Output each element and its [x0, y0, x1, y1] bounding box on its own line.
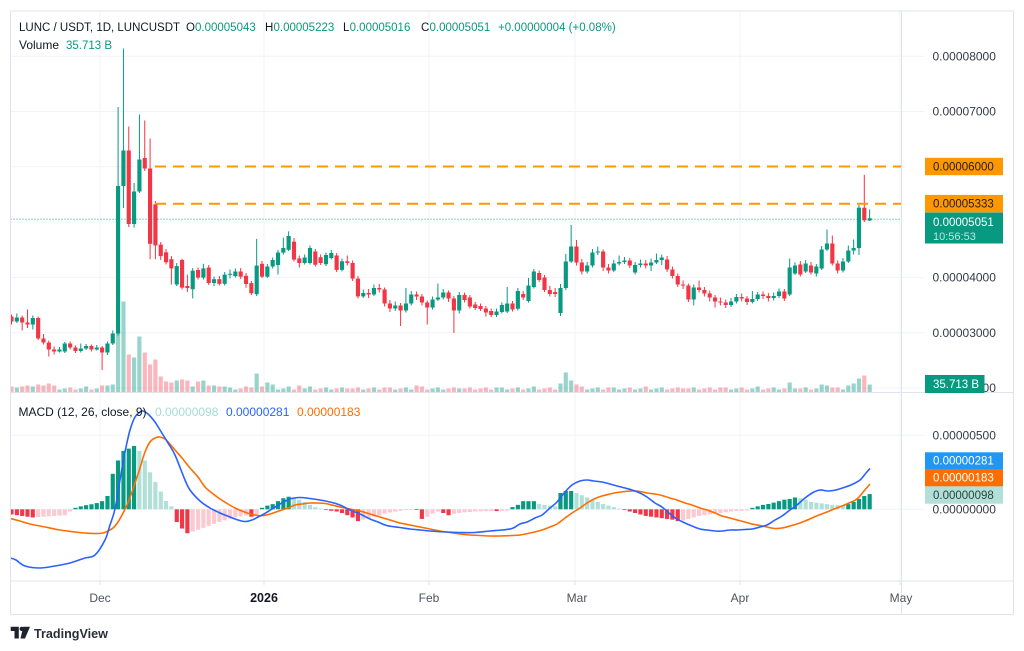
svg-text:0.00008000: 0.00008000	[933, 49, 997, 63]
svg-text:O: O	[186, 22, 195, 34]
svg-text:10:56:53: 10:56:53	[933, 231, 976, 243]
svg-text:0.00000098: 0.00000098	[155, 405, 219, 419]
svg-text:0.00000183: 0.00000183	[297, 405, 361, 419]
svg-text:35.713 B: 35.713 B	[933, 379, 979, 391]
svg-text:0.00004000: 0.00004000	[933, 271, 997, 285]
svg-text:0.00005016: 0.00005016	[350, 22, 411, 34]
svg-text:L: L	[343, 22, 350, 34]
svg-text:Feb: Feb	[419, 591, 440, 605]
svg-text:H: H	[265, 22, 273, 34]
svg-text:May: May	[890, 591, 913, 605]
svg-text:0.00003000: 0.00003000	[933, 326, 997, 340]
svg-text:Mar: Mar	[567, 591, 588, 605]
svg-text:0.00000183: 0.00000183	[933, 473, 994, 485]
svg-text:0.00000281: 0.00000281	[226, 405, 290, 419]
svg-text:35.713 B: 35.713 B	[66, 40, 112, 52]
svg-text:0.00000000: 0.00000000	[933, 503, 997, 517]
svg-text:Apr: Apr	[731, 591, 750, 605]
svg-text:MACD (12, 26, close, 9): MACD (12, 26, close, 9)	[19, 405, 147, 419]
svg-text:Dec: Dec	[89, 591, 110, 605]
svg-text:0.00007000: 0.00007000	[933, 105, 997, 119]
svg-text:2026: 2026	[250, 591, 278, 605]
svg-text:TradingView: TradingView	[34, 627, 108, 641]
svg-text:0.00005333: 0.00005333	[933, 199, 994, 211]
svg-text:0.00000281: 0.00000281	[933, 456, 994, 468]
svg-text:0.00000500: 0.00000500	[933, 429, 997, 443]
svg-text:C: C	[421, 22, 429, 34]
svg-text:0.00005043: 0.00005043	[195, 22, 256, 34]
svg-text:Volume: Volume	[19, 38, 59, 52]
svg-text:0.00000098: 0.00000098	[933, 490, 994, 502]
svg-text:+0.00000004 (+0.08%): +0.00000004 (+0.08%)	[498, 22, 616, 34]
svg-text:0.00006000: 0.00006000	[933, 162, 994, 174]
svg-text:0.00005051: 0.00005051	[933, 217, 994, 229]
svg-text:0.00005051: 0.00005051	[430, 22, 491, 34]
svg-text:0.00005223: 0.00005223	[274, 22, 335, 34]
svg-text:LUNC / USDT, 1D, LUNCUSDT: LUNC / USDT, 1D, LUNCUSDT	[19, 22, 180, 34]
